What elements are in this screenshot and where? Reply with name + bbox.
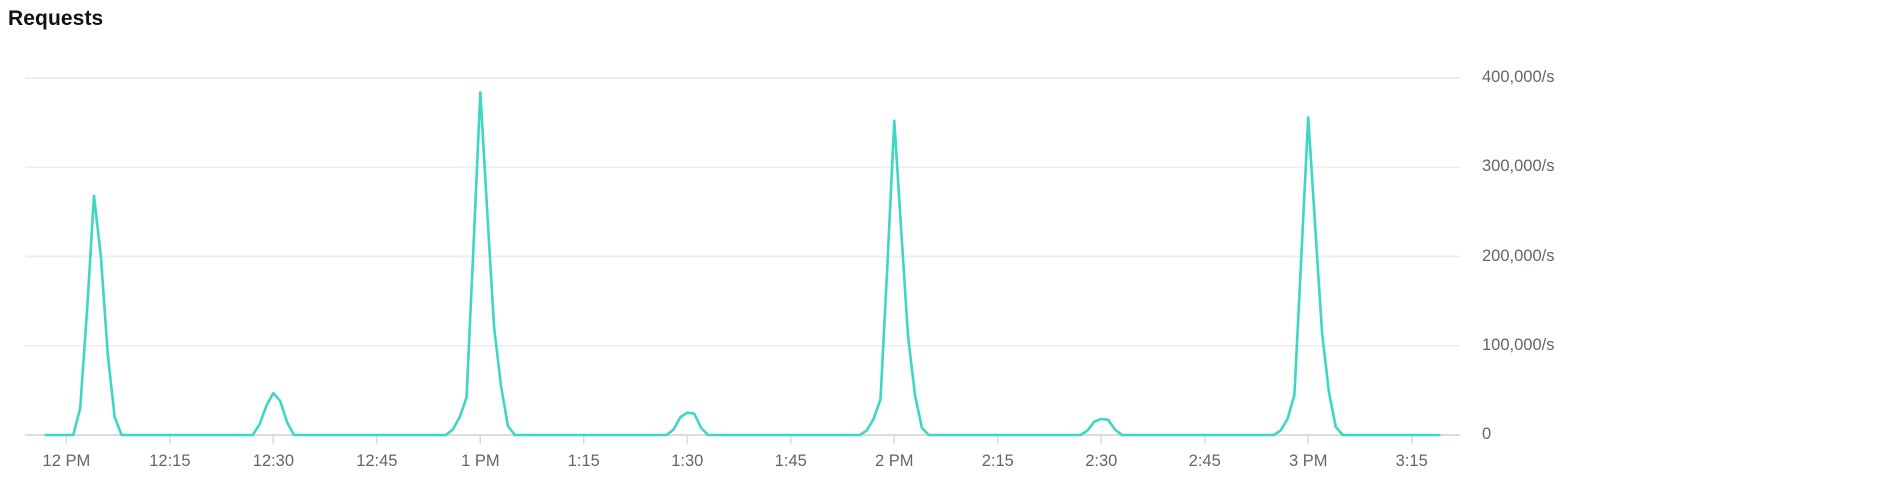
series-group xyxy=(44,90,1441,437)
x-axis-tick-label: 1:45 xyxy=(774,452,807,470)
x-axis-tick-label: 12 PM xyxy=(42,452,91,470)
x-axis-tick-label: 3 PM xyxy=(1288,452,1328,470)
gridlines-group xyxy=(25,77,1460,347)
x-axis-tick-label: 1:30 xyxy=(671,452,704,470)
x-axis-tick-label: 1:15 xyxy=(567,452,600,470)
x-axis-tick-label: 12:15 xyxy=(149,452,191,470)
x-axis-tick-label: 3:15 xyxy=(1395,452,1428,470)
x-axis-tick-label: 1 PM xyxy=(461,452,500,470)
y-axis-tick-label: 200,000/s xyxy=(1482,246,1555,265)
tickmarks-group xyxy=(65,435,1413,444)
x-axis-tick-label: 2:45 xyxy=(1188,452,1221,470)
x-axis-tick-label: 2:15 xyxy=(981,452,1014,470)
x-axis-tick-label: 12:30 xyxy=(252,452,295,470)
y-axis-tick-label: 400,000/s xyxy=(1482,68,1555,86)
y-axis-tick-label: 0 xyxy=(1482,425,1492,443)
x-axis-tick-label: 2 PM xyxy=(875,452,914,470)
x-axis-tick-label: 12:45 xyxy=(356,452,398,470)
x-axis-tick-label: 2:30 xyxy=(1085,452,1118,470)
series-line-requests xyxy=(44,90,1441,437)
page-title: Requests xyxy=(8,7,104,30)
y-axis-tick-label: 100,000/s xyxy=(1482,335,1555,354)
y-axis-tick-label: 300,000/s xyxy=(1482,157,1555,176)
